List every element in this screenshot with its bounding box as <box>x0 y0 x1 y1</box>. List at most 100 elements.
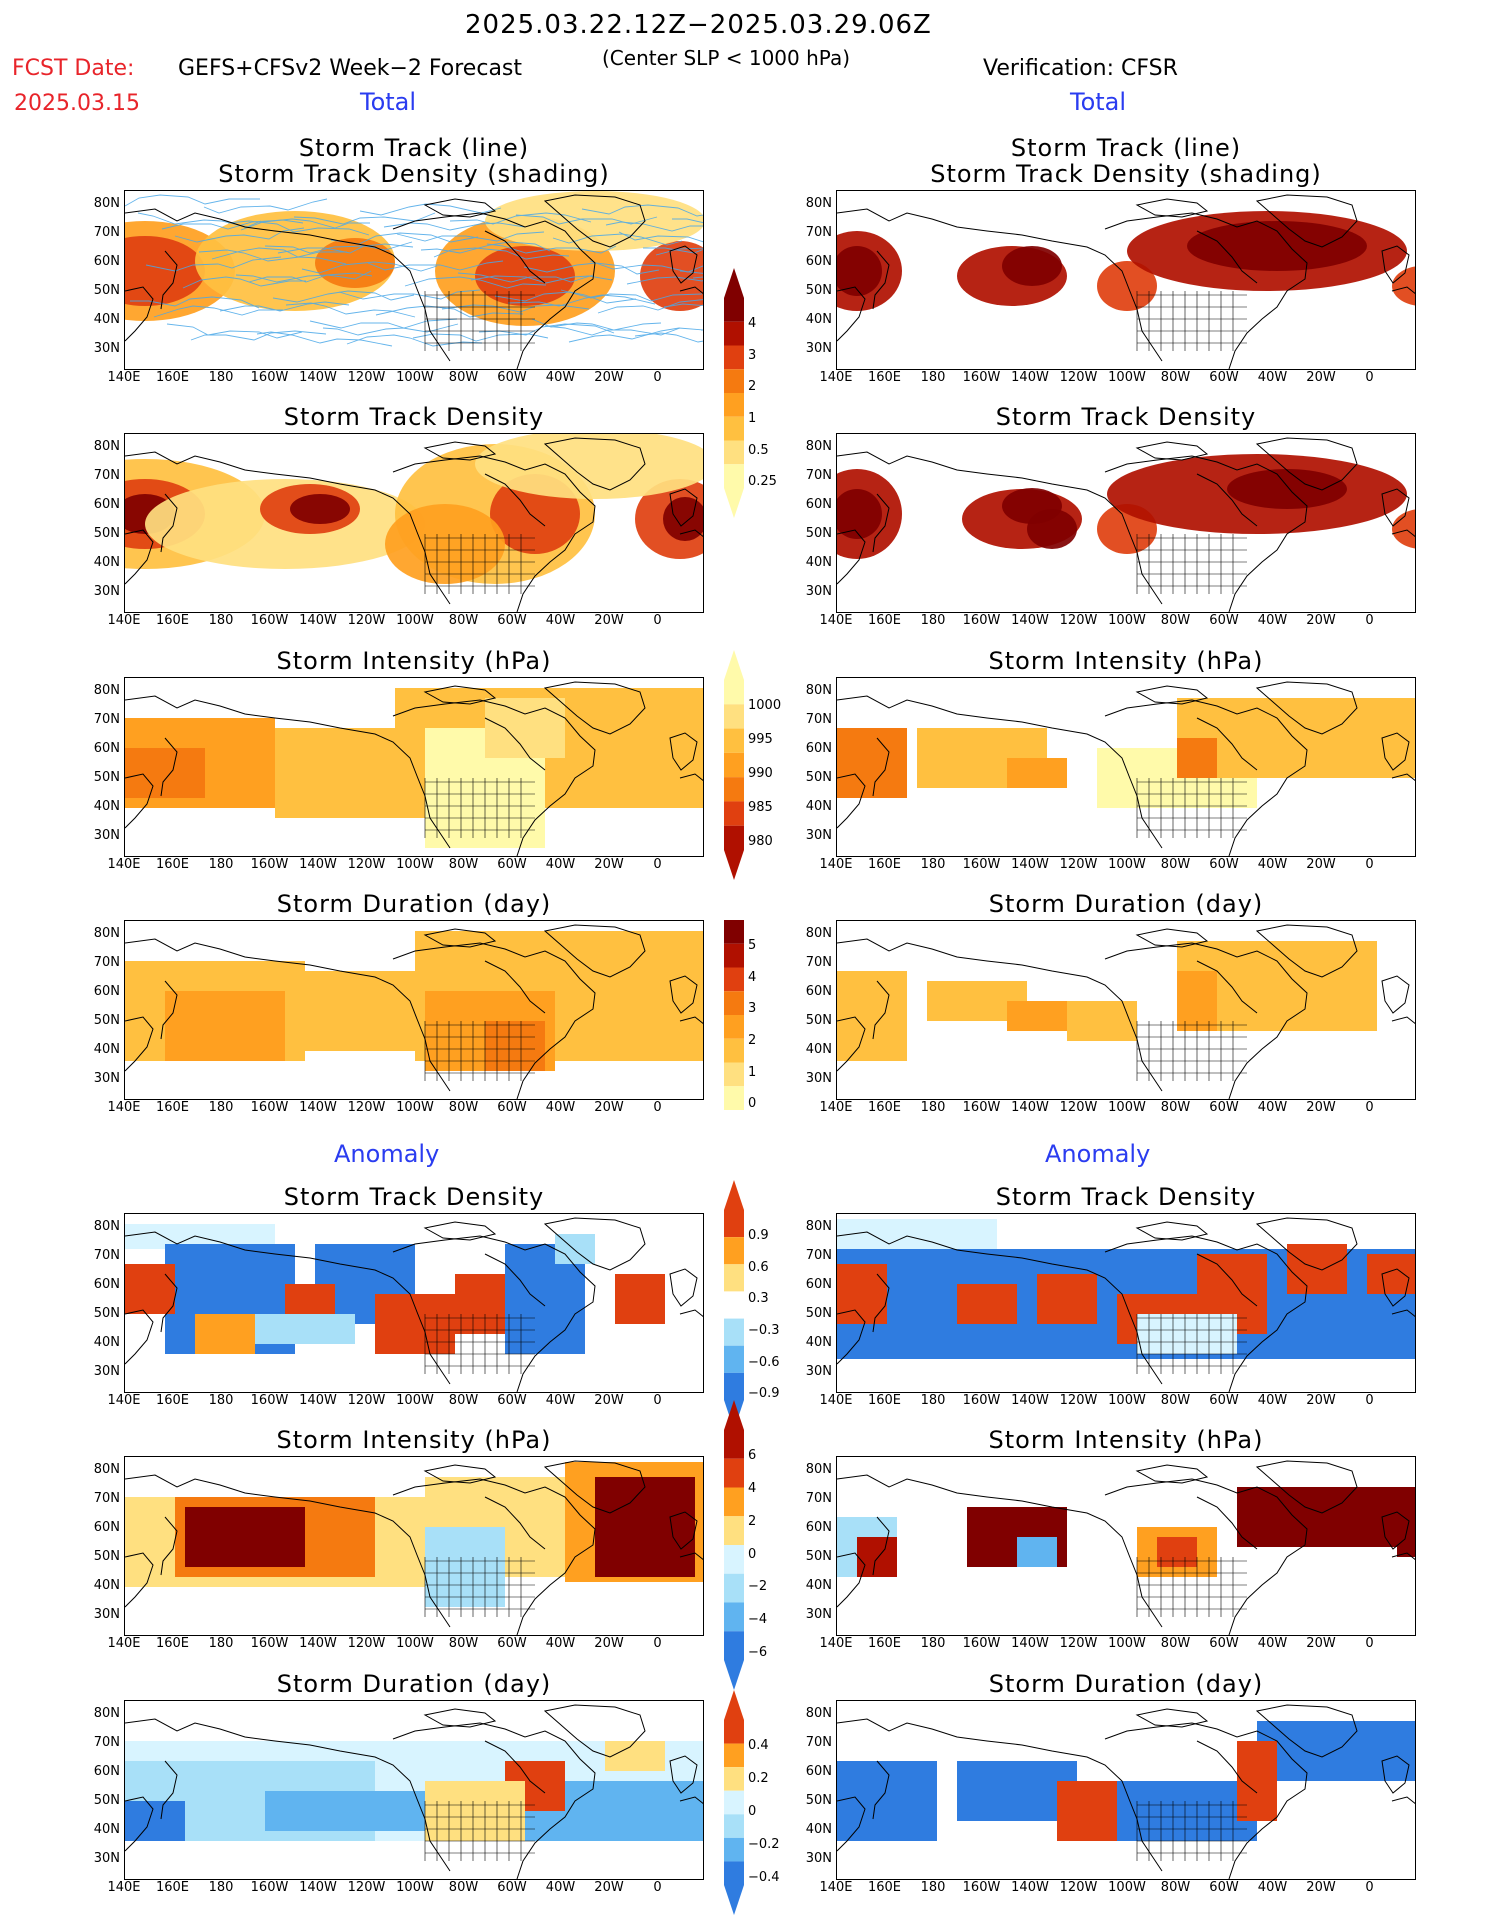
field-block <box>615 1274 665 1324</box>
field-block <box>1007 1001 1067 1031</box>
lon-label: 160E <box>867 1880 902 1895</box>
section-anomaly-left: Anomaly <box>334 1140 440 1168</box>
lat-label: 40N <box>805 312 832 327</box>
lon-label: 140E <box>107 613 141 628</box>
lat-label: 70N <box>93 225 120 240</box>
field-block <box>1007 758 1067 788</box>
lat-label: 50N <box>805 1549 832 1564</box>
density-shade <box>1392 266 1415 306</box>
lon-label: 120W <box>347 370 386 385</box>
colorbar-density-anom-label: 0.3 <box>748 1291 769 1307</box>
lon-label: 160W <box>962 1100 1001 1115</box>
panel-title: Storm Track Density <box>995 1183 1257 1211</box>
lat-label: 80N <box>805 683 832 698</box>
lon-label: 160E <box>867 1636 902 1651</box>
state-borders <box>424 1801 535 1861</box>
panel-title: Storm Track (line) <box>298 134 530 162</box>
map-field <box>125 434 703 612</box>
lon-label: 180 <box>920 1636 946 1651</box>
coastlines <box>837 924 1415 1099</box>
map-field <box>837 924 1415 1099</box>
lat-label: 30N <box>805 1851 832 1866</box>
lon-label: 0 <box>653 613 662 628</box>
colorbar-density-total-label: 0.25 <box>748 474 777 490</box>
model-label: GEFS+CFSv2 Week−2 Forecast <box>178 56 523 81</box>
lon-label: 180 <box>208 613 234 628</box>
lon-label: 60W <box>1209 1636 1239 1651</box>
coastlines <box>125 1217 703 1392</box>
lon-label: 20W <box>1306 1100 1336 1115</box>
lat-label: 50N <box>805 1013 832 1028</box>
field-block <box>957 1284 1017 1324</box>
colorbar-density-anom-label: −0.9 <box>748 1386 780 1402</box>
field-block <box>1367 1254 1415 1294</box>
lon-label: 160W <box>250 1393 289 1408</box>
field-block <box>605 1741 665 1771</box>
field-block <box>255 1314 355 1344</box>
section-total-right: Total <box>1070 88 1127 116</box>
colorbar-intensity-anom-label: 4 <box>748 1480 757 1496</box>
lon-label: 120W <box>1059 370 1098 385</box>
density-shade <box>1227 469 1347 509</box>
field-block <box>1057 1781 1117 1841</box>
lon-label: 60W <box>497 1880 527 1895</box>
coastlines <box>125 1704 703 1879</box>
lon-label: 0 <box>653 857 662 872</box>
lon-label: 20W <box>594 857 624 872</box>
coastlines <box>125 1460 703 1635</box>
lat-label: 80N <box>93 439 120 454</box>
lon-label: 60W <box>497 857 527 872</box>
lon-label: 120W <box>347 1100 386 1115</box>
lon-label: 100W <box>1108 1880 1146 1895</box>
lon-label: 140E <box>107 1393 141 1408</box>
lat-label: 30N <box>93 1364 120 1379</box>
lon-label: 120W <box>1059 1393 1098 1408</box>
state-borders <box>424 534 535 594</box>
map-field <box>837 1217 1415 1392</box>
density-shade <box>1027 509 1077 549</box>
lat-label: 30N <box>93 1607 120 1622</box>
map-field <box>125 191 703 369</box>
lon-label: 100W <box>1108 1100 1146 1115</box>
colorbar-duration-anom <box>724 1690 744 1915</box>
lon-label: 60W <box>1209 613 1239 628</box>
coastlines <box>837 194 1415 369</box>
lat-label: 80N <box>805 1706 832 1721</box>
lon-label: 180 <box>208 370 234 385</box>
lon-label: 140W <box>299 370 337 385</box>
colorbar-intensity-total-label: 1000 <box>748 698 782 713</box>
state-borders <box>1136 1557 1247 1617</box>
lon-label: 180 <box>208 1636 234 1651</box>
state-borders <box>1136 1314 1247 1374</box>
field-block <box>1237 1741 1277 1821</box>
lat-label: 30N <box>805 828 832 843</box>
colorbar-duration-total-label: 1 <box>748 1064 757 1080</box>
density-shade <box>315 238 395 288</box>
lat-label: 70N <box>805 712 832 727</box>
lon-label: 160E <box>155 1100 190 1115</box>
lat-label: 40N <box>805 799 832 814</box>
lat-label: 40N <box>93 1042 120 1057</box>
colorbar-density-total-label: 4 <box>748 316 757 331</box>
lat-label: 60N <box>93 1277 120 1292</box>
panel-title: Storm Duration (day) <box>276 1670 552 1698</box>
map-field <box>125 681 703 856</box>
colorbar-intensity-total-label: 990 <box>748 766 773 781</box>
panel-title: Storm Duration (day) <box>276 890 552 918</box>
lon-label: 100W <box>396 857 434 872</box>
lon-label: 120W <box>1059 857 1098 872</box>
lat-label: 70N <box>93 712 120 727</box>
lon-label: 140E <box>107 857 141 872</box>
lon-label: 40W <box>1257 1636 1288 1651</box>
lat-label: 60N <box>93 254 120 269</box>
lon-label: 140E <box>107 1100 141 1115</box>
field-block <box>285 1284 335 1314</box>
field-block <box>1017 1537 1057 1567</box>
lon-label: 140W <box>1011 1880 1049 1895</box>
map-panel-r3-forecast <box>124 920 704 1100</box>
lon-label: 100W <box>396 370 434 385</box>
lon-label: 40W <box>1257 1880 1288 1895</box>
field-block <box>1397 1517 1415 1557</box>
lat-label: 70N <box>805 225 832 240</box>
lon-label: 140W <box>1011 613 1049 628</box>
